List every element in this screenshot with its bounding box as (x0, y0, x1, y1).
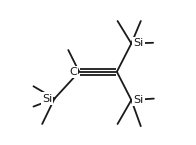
Text: Si: Si (133, 95, 144, 105)
Text: Si: Si (133, 39, 144, 48)
Text: Si: Si (42, 94, 52, 104)
Text: C: C (69, 67, 77, 77)
